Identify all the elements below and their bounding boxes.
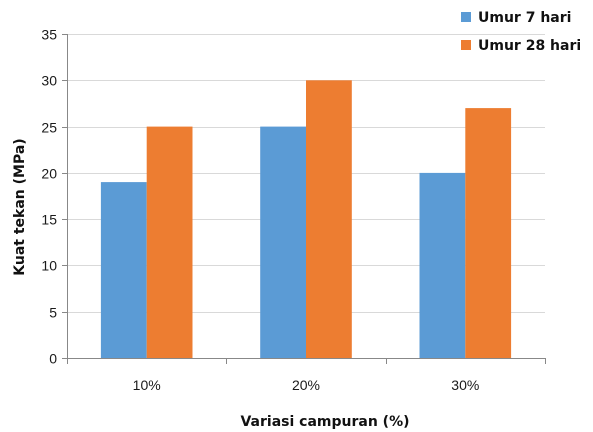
bar <box>465 108 512 358</box>
y-tick-label: 5 <box>49 305 57 321</box>
legend-label: Umur 7 hari <box>478 10 571 26</box>
bar <box>306 80 352 359</box>
x-axis-title: Variasi campuran (%) <box>240 414 409 430</box>
x-tick-label: 20% <box>292 377 320 393</box>
bar <box>100 182 147 358</box>
bars <box>100 80 512 359</box>
y-tick-label: 15 <box>41 212 57 228</box>
legend-label: Umur 28 hari <box>478 38 581 54</box>
bar <box>146 126 193 358</box>
axes <box>62 34 546 364</box>
y-tick-label: 20 <box>41 166 57 182</box>
legend: Umur 7 hari Umur 28 hari <box>461 10 581 54</box>
legend-swatch <box>461 12 471 22</box>
y-axis-title: Kuat tekan (MPa) <box>12 138 28 275</box>
y-tick-label: 35 <box>41 27 57 43</box>
y-tick-label: 25 <box>41 120 57 136</box>
x-tick-label: 30% <box>451 377 479 393</box>
y-tick-label: 10 <box>41 258 57 274</box>
y-tick-label: 0 <box>49 351 57 367</box>
bar <box>419 172 466 358</box>
legend-swatch <box>461 40 471 50</box>
tick-labels: 0 5 10 15 20 25 30 35 10% 20% 30% <box>41 27 479 394</box>
y-tick-label: 30 <box>41 73 57 89</box>
x-tick-label: 10% <box>133 377 161 393</box>
bar <box>260 126 306 358</box>
